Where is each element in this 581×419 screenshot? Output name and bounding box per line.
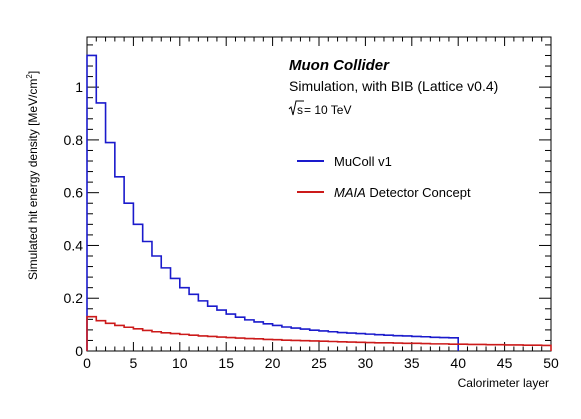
x-tick-label: 45 bbox=[497, 355, 513, 371]
x-tick-label: 50 bbox=[543, 355, 559, 371]
legend: MuColl v1 MAIA Detector Concept bbox=[297, 154, 471, 200]
x-axis-label: Calorimeter layer bbox=[458, 376, 549, 390]
series-layer bbox=[86, 54, 552, 351]
legend-label-mucoll: MuColl v1 bbox=[334, 154, 392, 169]
axis-ticks: 0 5 10 15 20 25 30 35 40 45 50 0 0.2 0.4 0.6 0.8 1 bbox=[64, 37, 559, 371]
legend-label-mucoll-text: MuColl v1 bbox=[334, 154, 392, 169]
legend-label-maia: MAIA Detector Concept bbox=[334, 185, 471, 200]
energy-label-value: = 10 TeV bbox=[304, 103, 351, 117]
experiment-label: Muon Collider bbox=[289, 57, 390, 74]
sqrt-symbol bbox=[288, 100, 304, 116]
y-axis-label-main: Simulated hit energy density [MeV/cm bbox=[26, 79, 40, 280]
y-axis-label-end: ] bbox=[26, 71, 40, 74]
y-tick-label: 0 bbox=[75, 343, 83, 359]
x-tick-label: 30 bbox=[358, 355, 374, 371]
legend-label-maia-text: Detector Concept bbox=[366, 185, 471, 200]
legend-label-maia-italic: MAIA bbox=[334, 185, 366, 200]
x-tick-label: 0 bbox=[83, 355, 91, 371]
y-tick-label: 0.8 bbox=[64, 132, 84, 148]
x-tick-label: 35 bbox=[404, 355, 420, 371]
y-tick-label: 1 bbox=[75, 79, 83, 95]
energy-label: s = 10 TeV bbox=[288, 100, 351, 117]
x-tick-label: 40 bbox=[450, 355, 466, 371]
series-line-1 bbox=[86, 315, 552, 351]
x-tick-label: 25 bbox=[311, 355, 327, 371]
x-tick-label: 20 bbox=[265, 355, 281, 371]
x-tick-label: 10 bbox=[172, 355, 188, 371]
y-axis-label-sup: 2 bbox=[25, 74, 34, 79]
y-tick-label: 0.4 bbox=[64, 237, 84, 253]
simulation-label: Simulation, with BIB (Lattice v0.4) bbox=[289, 78, 498, 94]
y-tick-label: 0.2 bbox=[64, 290, 84, 306]
x-tick-label: 15 bbox=[218, 355, 234, 371]
x-tick-label: 5 bbox=[130, 355, 138, 371]
y-axis-label: Simulated hit energy density [MeV/cm2] bbox=[25, 71, 40, 280]
y-tick-label: 0.6 bbox=[64, 185, 84, 201]
energy-label-s: s bbox=[297, 103, 303, 117]
series-line-0 bbox=[86, 54, 459, 351]
